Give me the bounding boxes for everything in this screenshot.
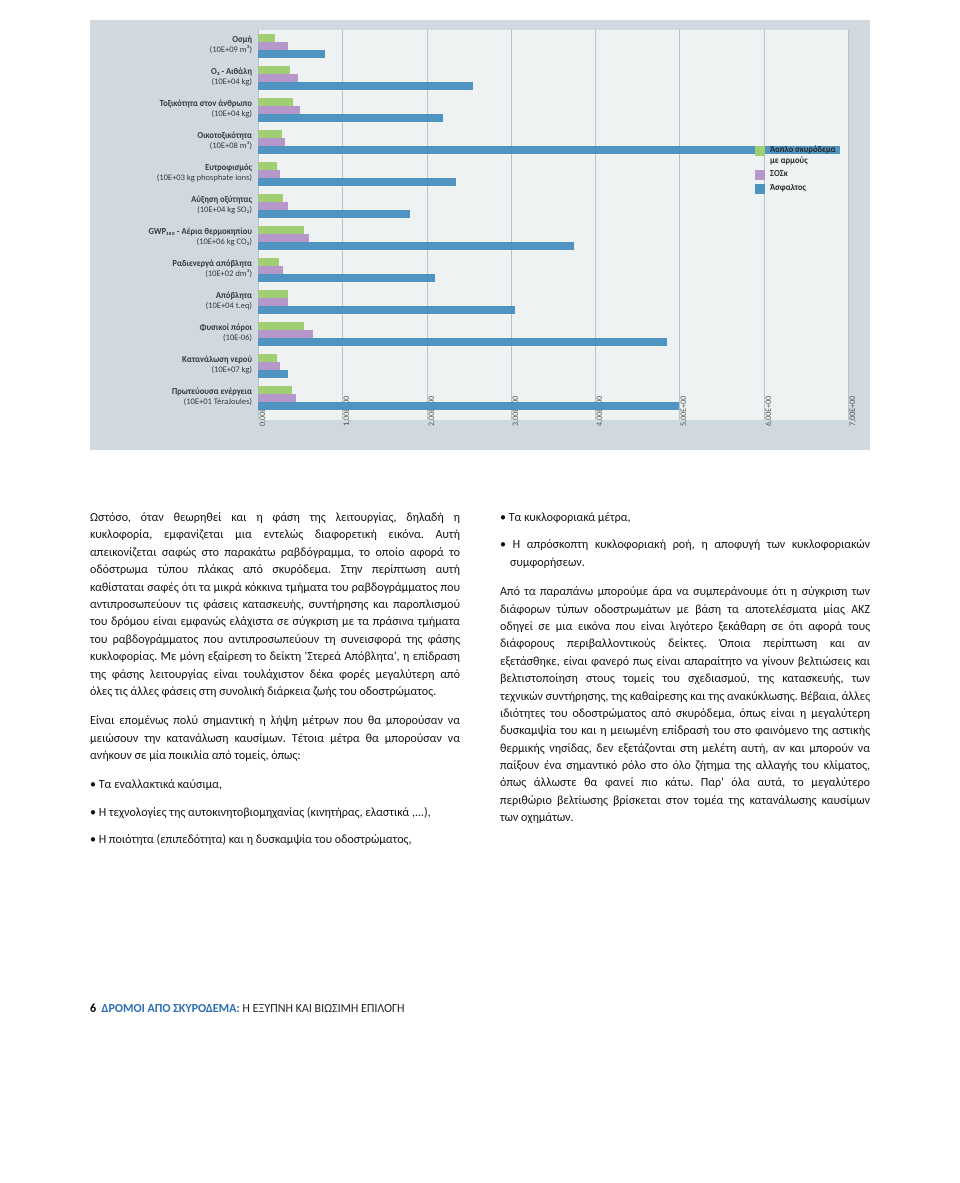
legend-item: Άοπλο σκυρόδεμα με αρμούς (755, 145, 840, 166)
legend-swatch (755, 184, 765, 194)
chart-row: Πρωτεύουσα ενέργεια(10E+01 TéraJoules) (90, 382, 870, 414)
chart-row: Ευτροφισμός(10E+03 kg phosphate ions) (90, 158, 870, 190)
bar (258, 298, 288, 306)
footer-title-rest: Η ΕΞΥΠΝΗ ΚΑΙ ΒΙΩΣΙΜΗ ΕΠΙΛΟΓΗ (240, 1002, 405, 1016)
bar (258, 322, 304, 330)
bar (258, 162, 277, 170)
chart-row: Απόβλητα(10E+04 t.eq) (90, 286, 870, 318)
para: Από τα παραπάνω μπορούμε άρα να συμπεράν… (500, 584, 870, 827)
row-label: Ραδιενεργά απόβλητα(10E+02 dm³) (90, 260, 258, 280)
chart-row: O₃ - Αιθάλη(10E+04 kg) (90, 62, 870, 94)
bullet: Τα εναλλακτικά καύσιμα, (90, 777, 460, 794)
bar (258, 226, 304, 234)
row-label: Τοξικότητα στον άνθρωπο(10E+04 kg) (90, 100, 258, 120)
bar (258, 290, 288, 298)
row-label: Ευτροφισμός(10E+03 kg phosphate ions) (90, 164, 258, 184)
chart-row: Φυσικοί πόροι(10E-06) (90, 318, 870, 350)
row-label: Πρωτεύουσα ενέργεια(10E+01 TéraJoules) (90, 388, 258, 408)
legend-label: Άσφαλτος (770, 183, 806, 194)
row-label: Φυσικοί πόροι(10E-06) (90, 324, 258, 344)
bar (258, 242, 574, 250)
chart-row: Οσμή(10E+09 m³) (90, 30, 870, 62)
bar (258, 106, 300, 114)
para: Είναι επομένως πολύ σημαντική η λήψη μέτ… (90, 713, 460, 765)
bar (258, 114, 443, 122)
bar (258, 370, 288, 378)
bar (258, 50, 325, 58)
page-number: 6 (90, 1002, 96, 1016)
bar (258, 98, 293, 106)
bar (258, 82, 473, 90)
bar (258, 202, 288, 210)
legend-swatch (755, 146, 765, 156)
bullet: Η ποιότητα (επιπεδότητα) και η δυσκαμψία… (90, 832, 460, 849)
bar (258, 266, 283, 274)
bar (258, 138, 285, 146)
row-label: Αύξηση οξύτητας(10E+04 kg SO₂) (90, 196, 258, 216)
bar (258, 66, 290, 74)
bar (258, 338, 667, 346)
bar (258, 394, 296, 402)
chart-row: Κατανάλωση νερού(10E+07 kg) (90, 350, 870, 382)
body-text: Ωστόσο, όταν θεωρηθεί και η φάση της λει… (90, 510, 870, 862)
bar (258, 210, 410, 218)
para: Ωστόσο, όταν θεωρηθεί και η φάση της λει… (90, 510, 460, 701)
row-label: Κατανάλωση νερού(10E+07 kg) (90, 356, 258, 376)
bullet: Η απρόσκοπτη κυκλοφοριακή ροή, η αποφυγή… (500, 537, 870, 572)
bar (258, 386, 292, 394)
bar (258, 146, 840, 154)
row-label: Οικοτοξικότητα(10E+08 m³) (90, 132, 258, 152)
bar (258, 42, 288, 50)
bar (258, 194, 283, 202)
bullet: Τα κυκλοφοριακά μέτρα, (500, 510, 870, 527)
bar (258, 330, 313, 338)
bar (258, 362, 280, 370)
bar (258, 34, 275, 42)
bullet: Η τεχνολογίες της αυτοκινητοβιομηχανίας … (90, 805, 460, 822)
bar (258, 234, 309, 242)
legend-item: ΣΟΣκ (755, 169, 840, 180)
bar (258, 258, 279, 266)
chart-row: Ραδιενεργά απόβλητα(10E+02 dm³) (90, 254, 870, 286)
row-label: Απόβλητα(10E+04 t.eq) (90, 292, 258, 312)
bar (258, 354, 277, 362)
row-label: GWP₁₀₀ - Αέρια θερμοκηπίου(10E+06 kg CO₂… (90, 228, 258, 248)
environmental-indicators-chart: Οσμή(10E+09 m³) O₃ - Αιθάλη(10E+04 kg) Τοξ… (90, 20, 870, 450)
chart-row: Τοξικότητα στον άνθρωπο(10E+04 kg) (90, 94, 870, 126)
bar (258, 306, 515, 314)
bar (258, 130, 282, 138)
chart-legend: Άοπλο σκυρόδεμα με αρμούς ΣΟΣκ Άσφαλτος (755, 145, 840, 197)
bar (258, 402, 679, 410)
bar (258, 170, 280, 178)
row-label: O₃ - Αιθάλη(10E+04 kg) (90, 68, 258, 88)
chart-row: Αύξηση οξύτητας(10E+04 kg SO₂) (90, 190, 870, 222)
bar (258, 274, 435, 282)
x-tick: 7,00E+00 (848, 396, 858, 426)
chart-row: Οικοτοξικότητα(10E+08 m³) (90, 126, 870, 158)
bar (258, 74, 298, 82)
legend-swatch (755, 170, 765, 180)
row-label: Οσμή(10E+09 m³) (90, 36, 258, 56)
bar (258, 178, 456, 186)
legend-label: ΣΟΣκ (770, 169, 788, 180)
footer-title-bold: ΔΡΟΜΟΙ ΑΠΟ ΣΚΥΡΟΔΕΜΑ: (102, 1002, 240, 1016)
legend-item: Άσφαλτος (755, 183, 840, 194)
page-footer: 6 ΔΡΟΜΟΙ ΑΠΟ ΣΚΥΡΟΔΕΜΑ: Η ΕΞΥΠΝΗ ΚΑΙ ΒΙΩ… (90, 1002, 870, 1016)
legend-label: Άοπλο σκυρόδεμα με αρμούς (770, 145, 840, 166)
chart-row: GWP₁₀₀ - Αέρια θερμοκηπίου(10E+06 kg CO₂… (90, 222, 870, 254)
